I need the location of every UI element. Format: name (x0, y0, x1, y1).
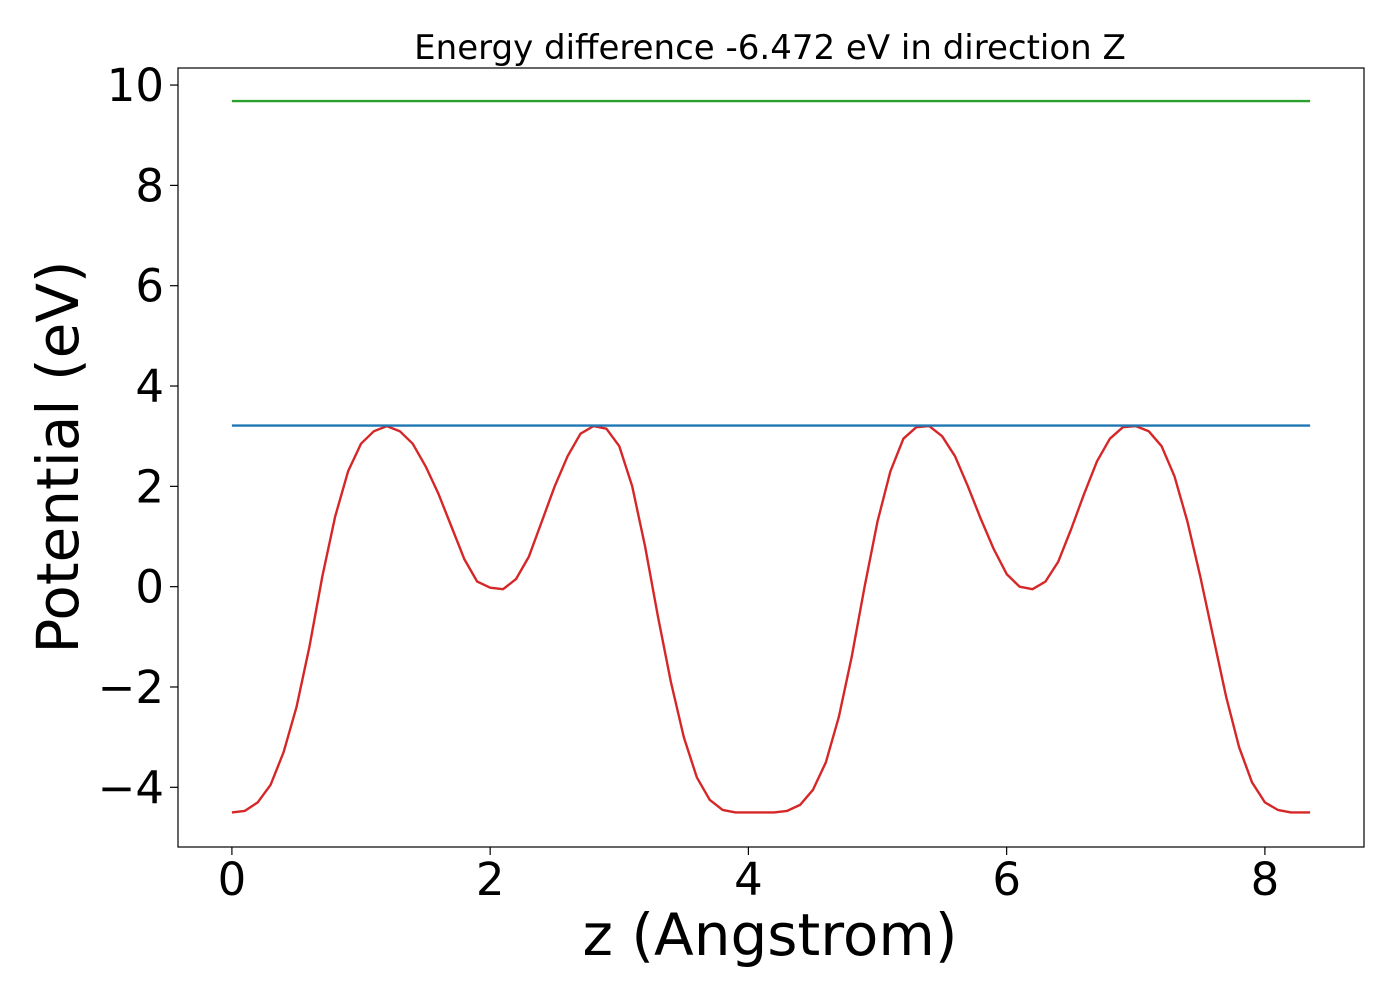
x-tick-label: 6 (992, 853, 1021, 906)
x-tick-label: 2 (476, 853, 505, 906)
x-axis: 0 2 4 6 8 (218, 847, 1280, 906)
series-line-0 (231, 424, 1311, 814)
x-tick-label: 4 (734, 853, 763, 906)
plot-series (231, 99, 1311, 814)
y-tick-label: 8 (135, 159, 164, 212)
y-tick-label: −4 (98, 761, 164, 814)
plot-frame (177, 67, 1365, 848)
x-axis-label: z (Angstrom) (583, 901, 958, 969)
chart-title: Energy difference -6.472 eV in direction… (414, 28, 1126, 68)
y-tick-label: 10 (107, 59, 164, 112)
y-tick-label: 6 (135, 260, 164, 313)
y-axis-label: Potential (eV) (24, 260, 92, 653)
y-tick-label: 2 (135, 460, 164, 513)
y-axis: −4 −2 0 2 4 6 8 10 (98, 59, 178, 814)
y-tick-label: 0 (135, 561, 164, 614)
x-tick-label: 0 (218, 853, 247, 906)
y-tick-label: −2 (98, 661, 164, 714)
y-tick-label: 4 (135, 360, 164, 413)
x-tick-label: 8 (1251, 853, 1280, 906)
